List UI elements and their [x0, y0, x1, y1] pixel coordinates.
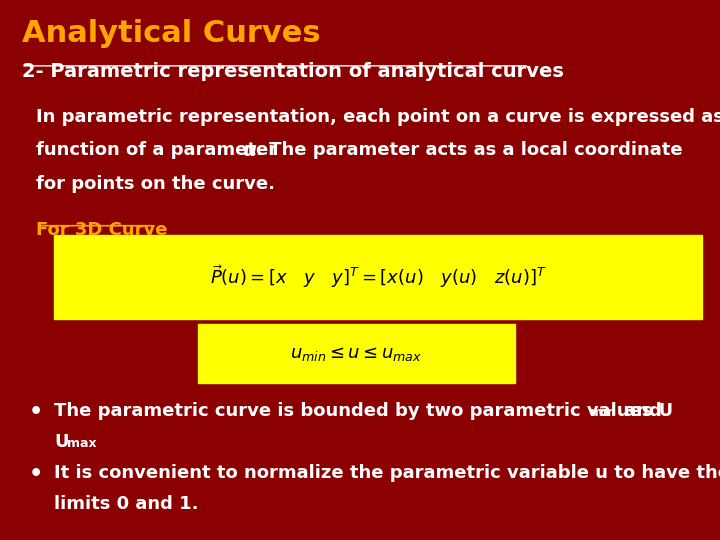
- Text: For 3D Curve: For 3D Curve: [36, 221, 168, 239]
- Text: . The parameter acts as a local coordinate: . The parameter acts as a local coordina…: [256, 141, 683, 159]
- Text: Analytical Curves: Analytical Curves: [22, 19, 320, 48]
- Text: u: u: [243, 141, 256, 160]
- Text: function of a parameter: function of a parameter: [36, 141, 284, 159]
- Text: U: U: [54, 433, 68, 451]
- Text: min: min: [590, 406, 616, 419]
- Text: 2- Parametric representation of analytical curves: 2- Parametric representation of analytic…: [22, 62, 564, 81]
- Text: max: max: [67, 437, 96, 450]
- Text: for points on the curve.: for points on the curve.: [36, 175, 275, 193]
- Text: $u_{min} \leq u \leq u_{max}$: $u_{min} \leq u \leq u_{max}$: [290, 345, 423, 363]
- Text: •: •: [29, 402, 43, 422]
- Text: The parametric curve is bounded by two parametric values U: The parametric curve is bounded by two p…: [54, 402, 673, 420]
- Text: and: and: [618, 402, 662, 420]
- Text: limits 0 and 1.: limits 0 and 1.: [54, 495, 199, 513]
- FancyBboxPatch shape: [198, 324, 515, 383]
- Text: In parametric representation, each point on a curve is expressed as a: In parametric representation, each point…: [36, 108, 720, 126]
- Text: •: •: [29, 464, 43, 484]
- Text: $\vec{P}(u) = \left[ x \quad y \quad y \right]^T = \left[ x(u) \quad y(u) \quad : $\vec{P}(u) = \left[ x \quad y \quad y \…: [210, 263, 546, 290]
- FancyBboxPatch shape: [54, 235, 702, 319]
- Text: It is convenient to normalize the parametric variable u to have the: It is convenient to normalize the parame…: [54, 464, 720, 482]
